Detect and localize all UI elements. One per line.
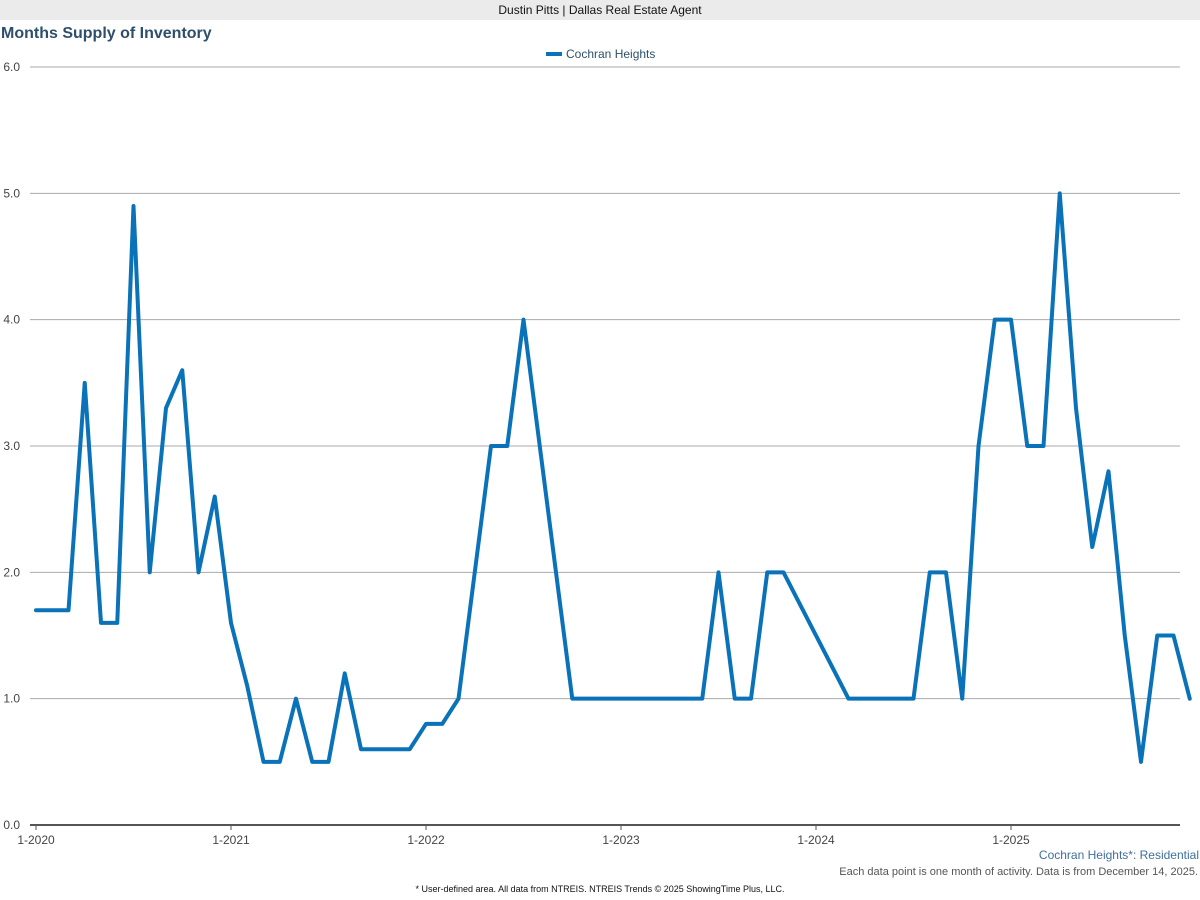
x-tick-label: 1-2022 xyxy=(407,833,445,847)
series-layer xyxy=(34,191,1192,764)
x-tick-label: 1-2024 xyxy=(797,833,835,847)
series-line-cochran-heights xyxy=(34,191,1192,764)
x-axis-ticks: 1-2020 1-2021 1-2022 1-2023 1-2024 1-2025 xyxy=(17,825,1030,847)
y-tick-label: 1.0 xyxy=(3,692,20,706)
y-tick-label: 3.0 xyxy=(3,439,20,453)
x-tick-label: 1-2021 xyxy=(212,833,250,847)
activity-note: Each data point is one month of activity… xyxy=(839,866,1198,878)
area-note: Cochran Heights*: Residential xyxy=(1038,848,1199,862)
x-tick-label: 1-2023 xyxy=(602,833,640,847)
y-tick-label: 0.0 xyxy=(3,818,20,832)
y-axis-ticks: 0.0 1.0 2.0 3.0 4.0 5.0 6.0 xyxy=(3,60,20,832)
x-tick-label: 1-2025 xyxy=(992,833,1030,847)
y-tick-label: 2.0 xyxy=(3,565,20,579)
gridlines xyxy=(30,66,1180,826)
chart-title: Months Supply of Inventory xyxy=(1,25,212,42)
y-tick-label: 6.0 xyxy=(3,60,20,74)
header-agent: Dustin Pitts | Dallas Real Estate Agent xyxy=(0,0,1200,20)
x-tick-label: 1-2020 xyxy=(17,833,55,847)
legend: Cochran Heights xyxy=(546,47,655,61)
y-tick-label: 4.0 xyxy=(3,313,20,327)
legend-label: Cochran Heights xyxy=(566,47,655,61)
y-tick-label: 5.0 xyxy=(3,186,20,200)
footer-credit: * User-defined area. All data from NTREI… xyxy=(415,884,785,894)
